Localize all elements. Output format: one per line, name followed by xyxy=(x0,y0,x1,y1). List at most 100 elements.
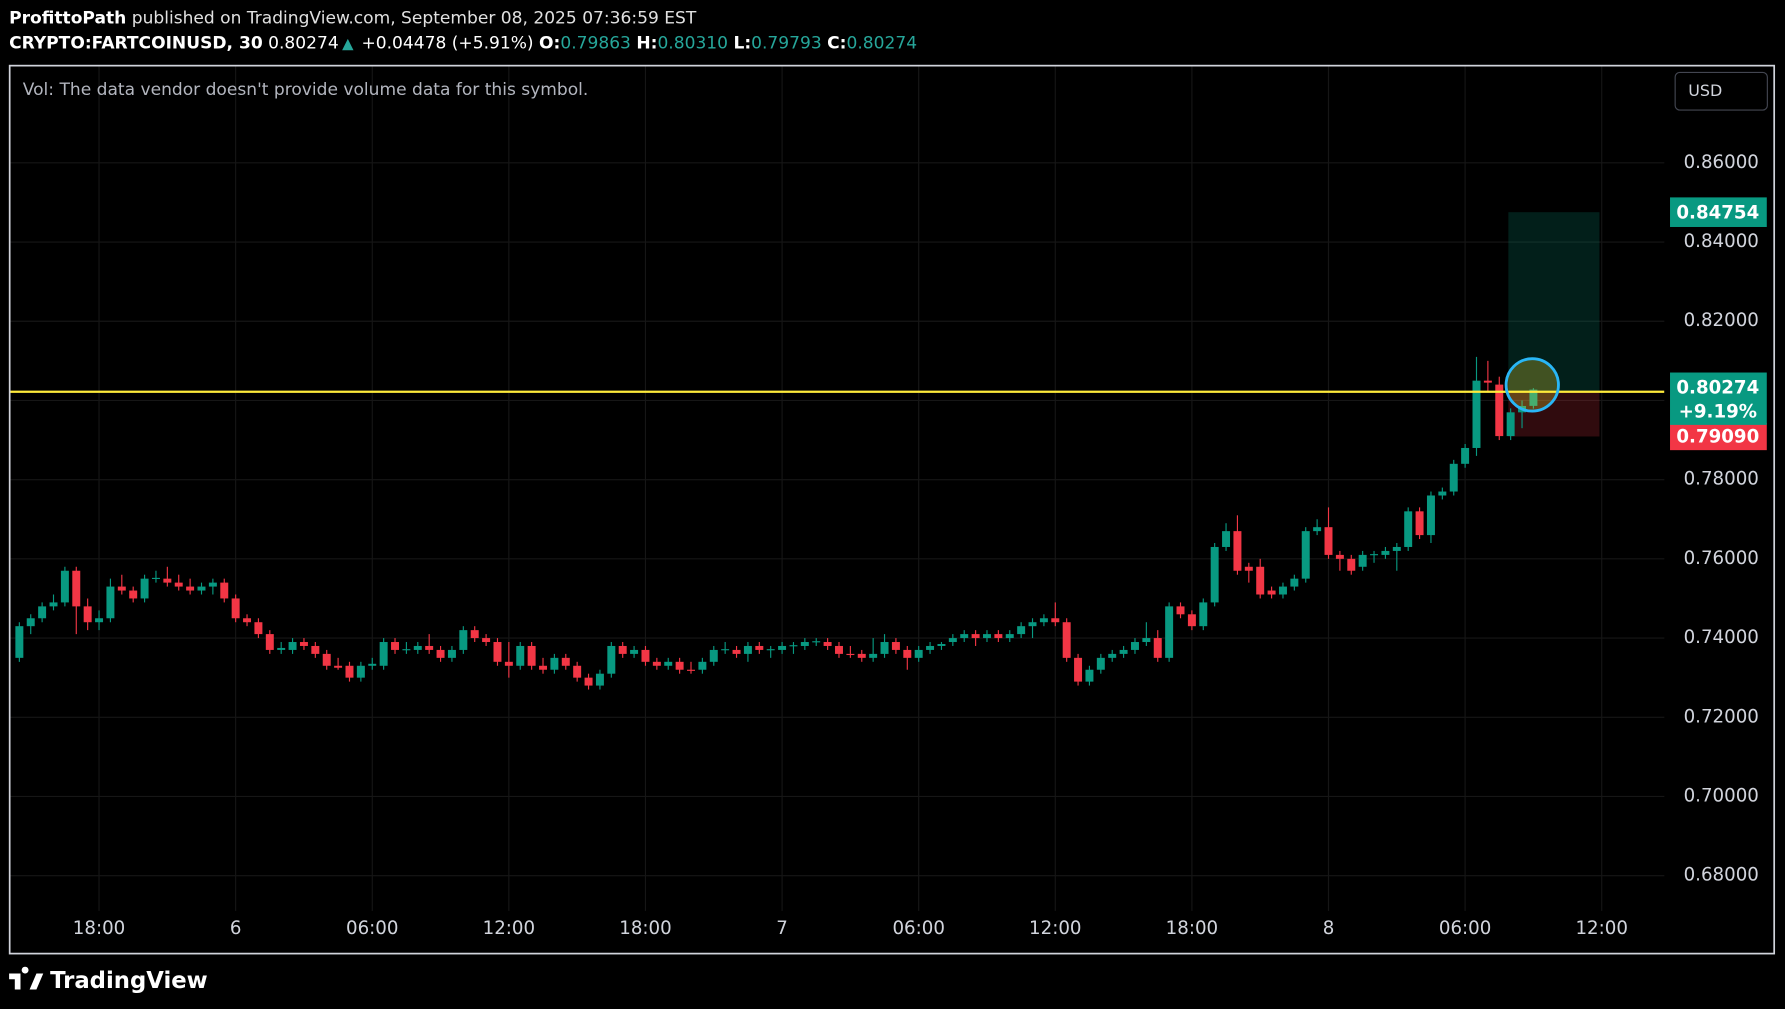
candle-body xyxy=(721,649,730,651)
candle-body xyxy=(1244,566,1253,571)
candle-body xyxy=(1153,638,1162,658)
candle-body xyxy=(1062,622,1071,658)
candle-body xyxy=(1483,380,1492,383)
candle-body xyxy=(812,641,821,643)
candle-body xyxy=(550,657,559,670)
candle-body xyxy=(573,665,582,678)
candle-body xyxy=(83,606,92,623)
candle-body xyxy=(869,653,878,658)
candle-body xyxy=(1005,634,1014,639)
candle-body xyxy=(254,622,263,635)
candle-body xyxy=(1335,554,1344,559)
candle-body xyxy=(60,570,69,603)
last-price-box xyxy=(1670,372,1767,425)
candle-body xyxy=(1108,653,1117,658)
candle-body xyxy=(38,606,47,619)
candle-body xyxy=(470,630,479,639)
candle-body xyxy=(1256,566,1265,595)
candle-body xyxy=(379,642,388,666)
candle-body xyxy=(1199,602,1208,627)
candle-body xyxy=(1278,586,1287,595)
o-label: O: xyxy=(539,33,560,53)
candle-body xyxy=(914,649,923,658)
y-tick-label: 0.70000 xyxy=(1684,785,1759,806)
candle-body xyxy=(823,642,832,646)
candle-body xyxy=(1074,657,1083,682)
candle-body xyxy=(1506,412,1515,437)
candle-body xyxy=(891,642,900,650)
candle-body xyxy=(926,645,935,650)
published: published on TradingView.com, September … xyxy=(132,8,697,28)
frame xyxy=(8,64,1776,955)
candle-body xyxy=(356,665,365,678)
y-tick-label: 0.76000 xyxy=(1684,548,1759,569)
candle-body xyxy=(1347,558,1356,571)
candle-body xyxy=(1017,626,1026,635)
y-tick-label: 0.78000 xyxy=(1684,469,1759,490)
highlight-circle xyxy=(1504,357,1560,413)
candle-body xyxy=(391,642,400,650)
last-price-label: 0.80274 xyxy=(1676,377,1759,398)
candle-body xyxy=(208,582,217,587)
candle-body xyxy=(561,657,570,666)
candle-body xyxy=(1495,384,1504,437)
l-value: 0.79793 xyxy=(751,33,822,53)
candle-body xyxy=(1324,527,1333,555)
candle-body xyxy=(857,653,866,658)
candle-body xyxy=(971,634,980,639)
candle-body xyxy=(1301,531,1310,579)
h-label: H: xyxy=(636,33,657,53)
candle-body xyxy=(186,586,195,591)
candle-body xyxy=(1392,546,1401,551)
candle-body xyxy=(664,661,673,666)
candle-body xyxy=(1187,614,1196,627)
candle-body xyxy=(1085,669,1094,682)
candle-body xyxy=(595,673,604,686)
candle-body xyxy=(26,618,35,627)
candle-body xyxy=(1096,657,1105,670)
y-tick-label: 0.86000 xyxy=(1684,152,1759,173)
currency[interactable]: USD xyxy=(1688,81,1722,100)
candle-body xyxy=(322,653,331,666)
candle-body xyxy=(584,677,593,686)
logo: TradingView xyxy=(9,966,208,994)
candle-body xyxy=(425,645,434,650)
candle-body xyxy=(140,578,149,599)
x-tick-label: 06:00 xyxy=(1439,918,1491,939)
candle-body xyxy=(778,645,787,650)
candle-body xyxy=(1404,511,1413,547)
currency-button[interactable] xyxy=(1674,71,1768,111)
candle-body xyxy=(436,649,445,658)
symbol: CRYPTO:FARTCOINUSD, 30 xyxy=(9,33,263,53)
candle-body xyxy=(516,645,525,666)
candle-body xyxy=(106,586,115,619)
y-tick-label: 0.74000 xyxy=(1684,627,1759,648)
logo-icon xyxy=(9,966,44,990)
candle-body xyxy=(846,653,855,656)
candle-body xyxy=(459,630,468,650)
candle-body xyxy=(368,663,377,666)
candle-body xyxy=(743,645,752,654)
candle-body xyxy=(709,649,718,662)
candle-body xyxy=(983,634,991,639)
candle-body xyxy=(607,645,616,674)
candle-body xyxy=(129,590,138,599)
candle-body xyxy=(675,661,684,670)
x-tick-label: 7 xyxy=(776,918,788,939)
candle-body xyxy=(413,645,422,650)
h-value: 0.80310 xyxy=(657,33,728,53)
candle-body xyxy=(1472,380,1481,448)
candle-body xyxy=(1313,527,1322,532)
target-zone xyxy=(1508,212,1600,392)
candle-body xyxy=(49,602,58,607)
candle-body xyxy=(231,598,240,619)
o-value: 0.79863 xyxy=(560,33,631,53)
candle-body xyxy=(493,642,502,662)
candle-body xyxy=(334,665,343,668)
candle-body xyxy=(527,645,536,666)
x-tick-label: 6 xyxy=(230,918,242,939)
candle-body xyxy=(265,634,274,650)
x-tick-label: 06:00 xyxy=(892,918,944,939)
